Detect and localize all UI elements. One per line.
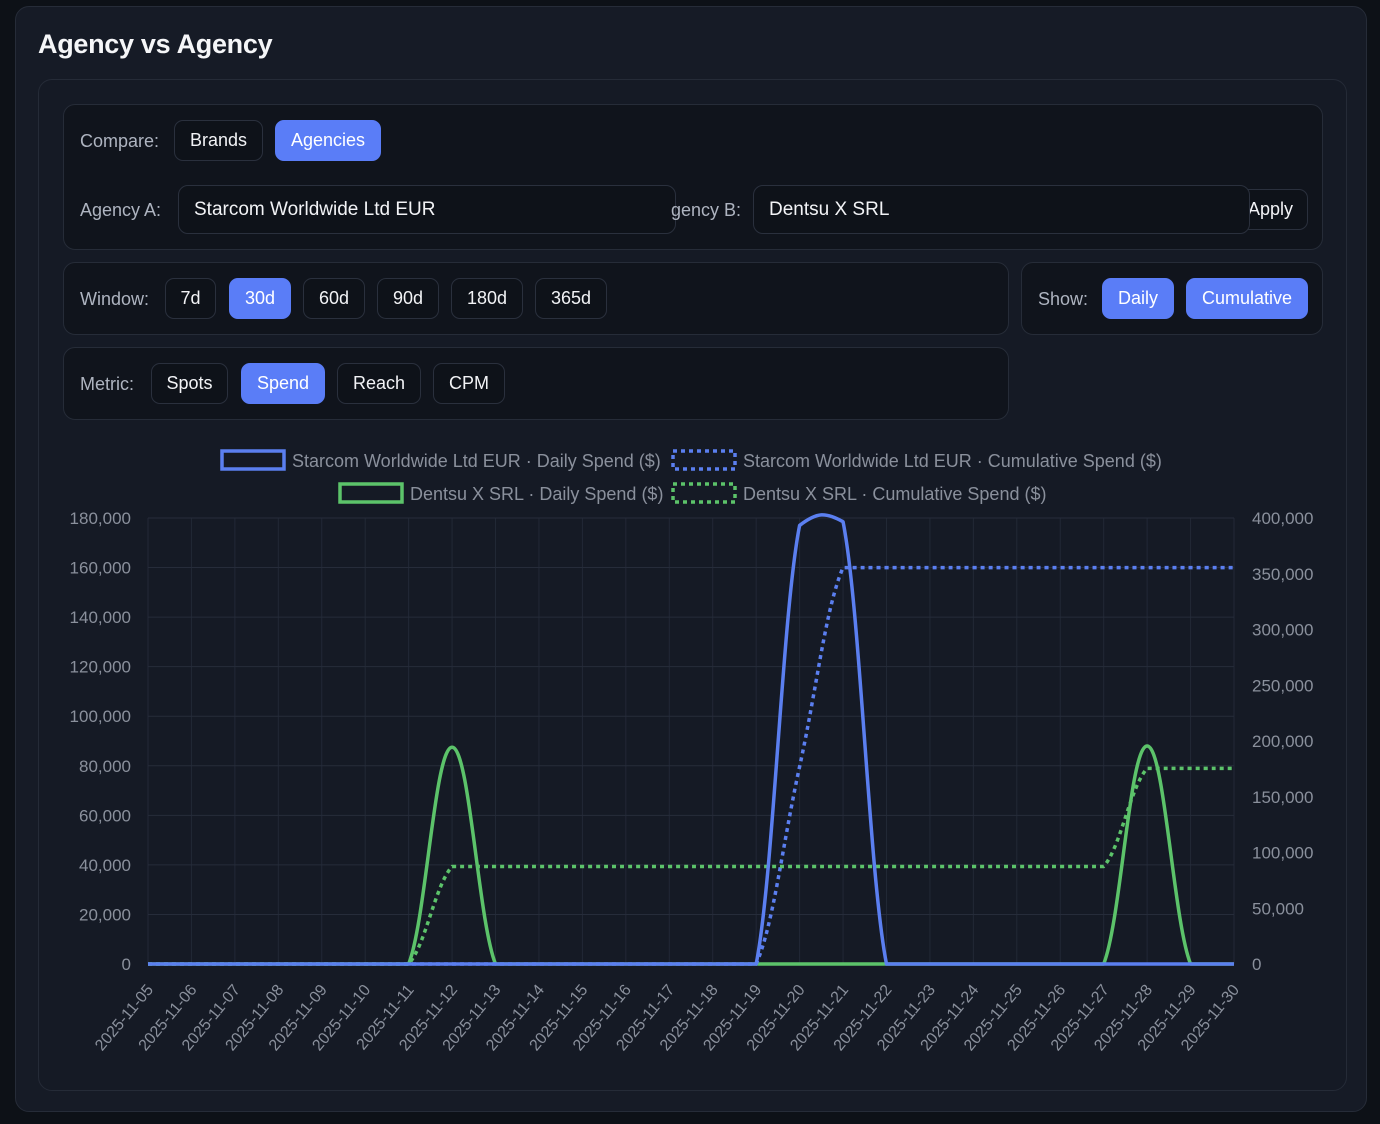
agency-vs-agency-panel: Agency vs Agency Compare: Brands Agencie… [15,6,1367,1112]
metric-reach-button[interactable]: Reach [337,363,421,404]
series-line-3 [148,766,1234,966]
apply-button-label: Apply [1247,199,1293,219]
show-label: Show: [1038,289,1089,309]
agency-b-label-clip: Agency B: [671,200,741,224]
series-line-2 [148,744,1234,966]
y-left-tick-label: 60,000 [79,806,131,825]
y-left-tick-label: 0 [122,955,131,974]
y-left-tick-label: 100,000 [70,707,131,726]
window-90d-button[interactable]: 90d [377,278,439,319]
y-right-tick-label: 0 [1252,955,1261,974]
legend-swatch [671,449,737,471]
agency-b-input[interactable] [753,185,1250,234]
show-panel: Show: Daily Cumulative [1021,262,1323,335]
y-right-tick-label: 400,000 [1252,509,1313,528]
agency-b-label: Agency B: [671,200,741,220]
metric-spend-button[interactable]: Spend [241,363,325,404]
window-panel: Window: 7d 30d 60d 90d 180d 365d [63,262,1009,335]
window-label: Window: [80,289,150,309]
y-right-tick-label: 150,000 [1252,788,1313,807]
y-right-tick-label: 300,000 [1252,621,1313,640]
compare-brands-button[interactable]: Brands [174,120,263,161]
y-right-tick-label: 350,000 [1252,565,1313,584]
show-daily-toggle[interactable]: Daily [1102,278,1174,319]
y-right-tick-label: 50,000 [1252,899,1304,918]
y-right-tick-label: 250,000 [1252,676,1313,695]
y-right-tick-label: 100,000 [1252,844,1313,863]
y-left-tick-label: 160,000 [70,559,131,578]
comparison-card: Compare: Brands Agencies Agency A: Agenc… [38,79,1347,1091]
show-cumulative-toggle[interactable]: Cumulative [1186,278,1308,319]
window-30d-button[interactable]: 30d [229,278,291,319]
y-left-tick-label: 180,000 [70,509,131,528]
metric-cpm-button[interactable]: CPM [433,363,505,404]
legend-label: Starcom Worldwide Ltd EUR · Cumulative S… [743,451,1162,471]
window-60d-button[interactable]: 60d [303,278,365,319]
legend-label: Starcom Worldwide Ltd EUR · Daily Spend … [292,451,661,471]
page-title: Agency vs Agency [38,29,273,59]
y-left-tick-label: 20,000 [79,905,131,924]
selection-panel: Compare: Brands Agencies Agency A: Agenc… [63,104,1323,250]
legend-label: Dentsu X SRL · Cumulative Spend ($) [743,484,1046,504]
legend-swatch [338,482,404,504]
legend-swatch [220,449,286,471]
legend-swatch [671,482,737,504]
window-7d-button[interactable]: 7d [165,278,216,319]
y-left-tick-label: 80,000 [79,757,131,776]
metric-spots-button[interactable]: Spots [151,363,228,404]
metric-label: Metric: [80,374,134,394]
metric-panel: Metric: Spots Spend Reach CPM [63,347,1009,420]
y-left-tick-label: 40,000 [79,856,131,875]
compare-agencies-button[interactable]: Agencies [275,120,381,161]
agency-a-label: Agency A: [80,200,162,220]
y-left-tick-label: 120,000 [70,658,131,677]
window-180d-button[interactable]: 180d [451,278,523,319]
series-line-0 [148,513,1234,966]
y-right-tick-label: 200,000 [1252,732,1313,751]
window-365d-button[interactable]: 365d [535,278,607,319]
compare-label: Compare: [80,131,160,151]
legend-label: Dentsu X SRL · Daily Spend ($) [410,484,663,504]
y-left-tick-label: 140,000 [70,608,131,627]
agency-a-input[interactable] [178,185,676,234]
